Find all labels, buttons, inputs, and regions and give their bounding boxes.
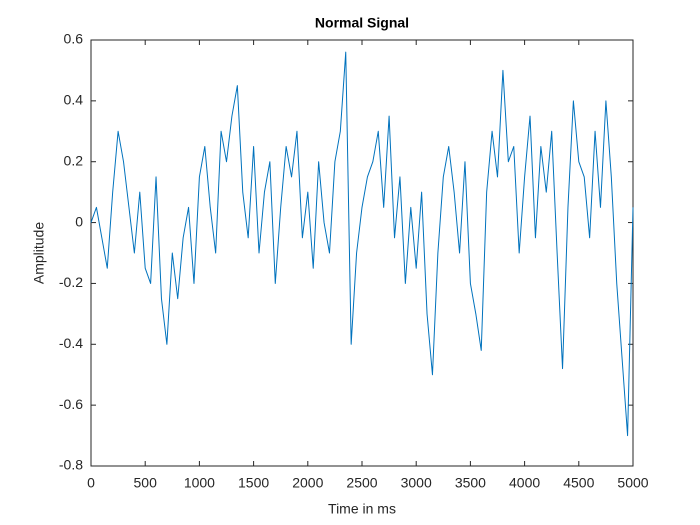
- x-tick-label: 2000: [292, 475, 323, 491]
- chart-title: Normal Signal: [315, 15, 409, 31]
- x-tick-label: 4000: [509, 475, 540, 491]
- x-tick-label: 0: [87, 475, 95, 491]
- x-tick-label: 3500: [455, 475, 486, 491]
- signal-line: [90, 51, 634, 437]
- y-tick-label: -0.8: [59, 457, 83, 473]
- y-tick-label: 0.4: [64, 92, 84, 108]
- y-axis-label: Amplitude: [31, 222, 47, 284]
- y-tick-label: -0.4: [59, 335, 83, 351]
- x-tick-label: 2500: [346, 475, 377, 491]
- x-tick-label: 3000: [401, 475, 432, 491]
- x-tick-label: 1000: [184, 475, 215, 491]
- y-tick-label: -0.2: [59, 274, 83, 290]
- y-tick-label: 0.2: [64, 152, 84, 168]
- y-tick-label: 0: [75, 213, 83, 229]
- x-tick-label: 1500: [238, 475, 269, 491]
- y-tick-label: 0.6: [64, 31, 84, 47]
- x-axis-label: Time in ms: [328, 501, 396, 517]
- x-tick-label: 4500: [563, 475, 594, 491]
- x-tick-label: 500: [134, 475, 158, 491]
- x-tick-label: 5000: [617, 475, 648, 491]
- y-tick-label: -0.6: [59, 396, 83, 412]
